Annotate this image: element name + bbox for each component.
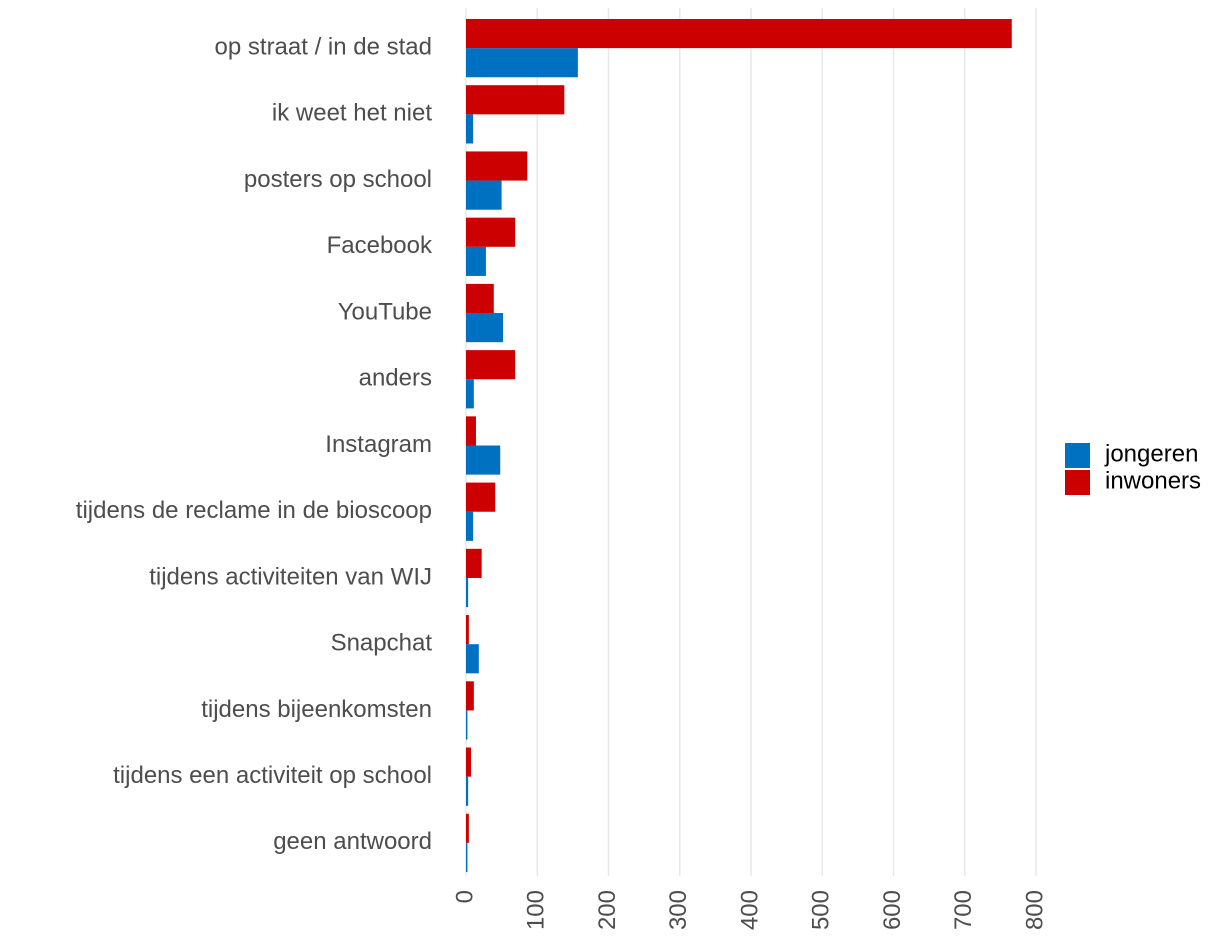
x-tick-label: 0 [451,890,478,903]
bar [466,246,486,276]
bar [466,283,494,314]
x-tick-label: 700 [950,890,977,930]
bar [466,48,578,78]
bar [466,350,516,380]
y-tick-label: Instagram [325,431,432,458]
bar [466,776,469,806]
bar [466,577,469,608]
bar [466,85,565,115]
bar [466,842,468,873]
bar [466,482,496,512]
y-tick-label: Facebook [327,232,433,259]
bar [466,180,502,210]
y-tick-label: tijdens een activiteit op school [113,762,432,789]
y-tick-label: op straat / in de stad [215,33,432,60]
legend-label: inwoners [1105,467,1201,494]
y-tick-label: anders [359,365,432,392]
bar [466,445,501,475]
y-tick-label: geen antwoord [273,828,432,855]
bar [466,313,504,343]
y-tick-label: Snapchat [331,630,433,657]
x-tick-label: 800 [1021,890,1048,930]
bar [466,416,476,446]
y-tick-label: tijdens de reclame in de bioscoop [76,497,432,524]
x-tick-label: 200 [594,890,621,930]
bar [466,681,474,711]
y-tick-label: YouTube [338,298,432,325]
x-tick-label: 400 [736,890,763,930]
bar [466,18,1012,49]
legend-swatch [1065,443,1090,468]
bar [466,114,474,144]
x-tick-label: 500 [808,890,835,930]
y-tick-label: posters op school [244,166,432,193]
bar [466,747,471,777]
bar [466,710,468,740]
x-tick-label: 300 [665,890,692,930]
bar [466,644,479,674]
legend-label: jongeren [1104,440,1198,467]
y-tick-label: tijdens bijeenkomsten [201,696,432,723]
legend-swatch [1065,470,1090,495]
y-tick-label: ik weet het niet [272,100,432,127]
y-tick-label: tijdens activiteiten van WIJ [149,563,432,590]
bar [466,217,516,247]
bar [466,151,528,181]
bar [466,379,474,409]
x-tick-label: 600 [879,890,906,930]
bar [466,813,469,843]
bar [466,548,482,578]
bar [466,615,469,645]
x-tick-label: 100 [523,890,550,930]
bar [466,511,474,541]
